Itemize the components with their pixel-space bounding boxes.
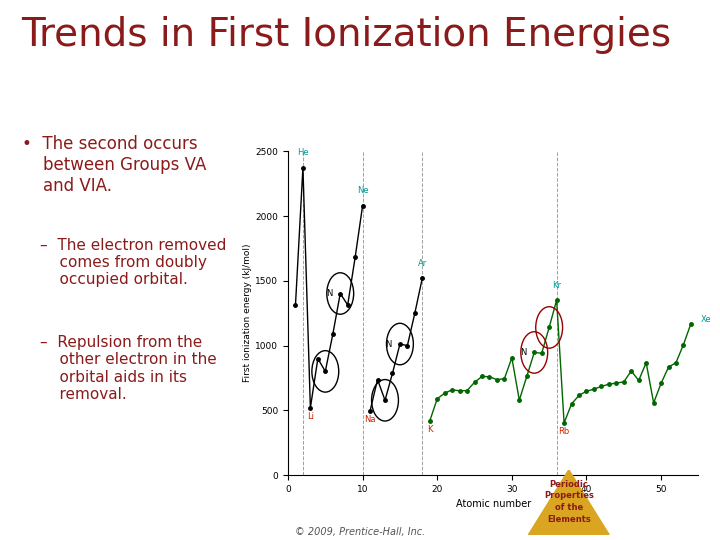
Text: –  Repulsion from the
    other electron in the
    orbital aids in its
    remo: – Repulsion from the other electron in t…	[40, 335, 216, 402]
Text: Elements: Elements	[547, 515, 590, 524]
Text: •  The second occurs
    between Groups VA
    and VIA.: • The second occurs between Groups VA an…	[22, 135, 206, 194]
Text: Li: Li	[307, 412, 314, 421]
Text: –  The electron removed
    comes from doubly
    occupied orbital.: – The electron removed comes from doubly…	[40, 238, 226, 287]
Text: Rb: Rb	[559, 427, 570, 436]
Y-axis label: First ionization energy (kJ/mol): First ionization energy (kJ/mol)	[243, 244, 253, 382]
Text: He: He	[297, 148, 309, 158]
Text: Kr: Kr	[552, 281, 561, 290]
Text: Properties: Properties	[544, 491, 594, 500]
Text: Na: Na	[364, 415, 376, 424]
Text: N: N	[326, 289, 332, 298]
X-axis label: Atomic number: Atomic number	[456, 500, 531, 509]
Text: Periodic: Periodic	[549, 480, 588, 489]
Text: © 2009, Prentice-Hall, Inc.: © 2009, Prentice-Hall, Inc.	[295, 527, 425, 537]
Text: N: N	[385, 340, 392, 348]
Text: Trends in First Ionization Energies: Trends in First Ionization Energies	[22, 16, 672, 54]
Text: N: N	[520, 348, 526, 357]
Text: of the: of the	[554, 503, 583, 512]
Polygon shape	[528, 470, 609, 535]
Text: Xe: Xe	[701, 315, 711, 323]
Text: Ne: Ne	[357, 186, 369, 195]
Text: Ar: Ar	[418, 259, 427, 268]
Text: K: K	[427, 425, 433, 434]
